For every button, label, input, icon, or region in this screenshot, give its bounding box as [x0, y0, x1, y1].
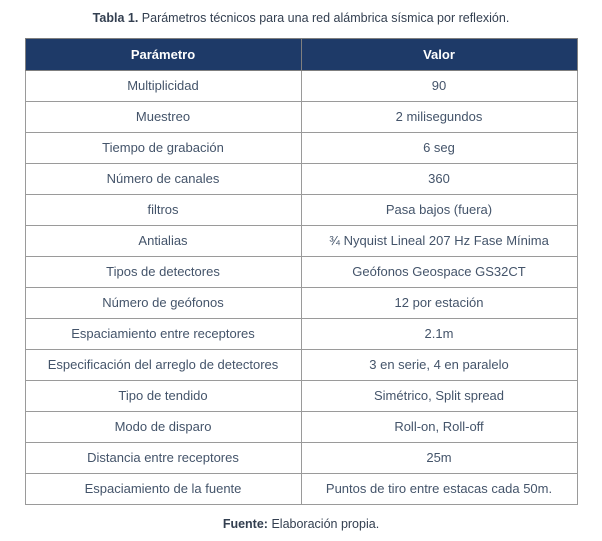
table-row: Antialias ¾ Nyquist Lineal 207 Hz Fase M…	[24, 225, 578, 257]
table-row: Muestreo 2 milisegundos	[24, 101, 578, 133]
param-cell: Especificación del arreglo de detectores	[24, 349, 302, 381]
table-caption-text: Parámetros técnicos para una red alámbri…	[141, 11, 510, 25]
param-cell: Espaciamiento entre receptores	[24, 318, 302, 350]
param-cell: Número de canales	[24, 163, 302, 195]
source-label: Fuente:	[222, 517, 268, 531]
table-row: Tipos de detectores Geófonos Geospace GS…	[24, 256, 578, 288]
value-cell: Roll-on, Roll-off	[300, 411, 578, 443]
column-header-valor: Valor	[300, 38, 578, 71]
table-row: Número de geófonos 12 por estación	[24, 287, 578, 319]
param-cell: Modo de disparo	[24, 411, 302, 443]
value-cell: 360	[300, 163, 578, 195]
table-row: Modo de disparo Roll-on, Roll-off	[24, 411, 578, 443]
parameters-table: Parámetro Valor Multiplicidad 90 Muestre…	[24, 38, 578, 505]
source-note: Fuente: Elaboración propia.	[0, 516, 602, 532]
header-row: Parámetro Valor	[24, 38, 578, 71]
value-cell: 3 en serie, 4 en paralelo	[300, 349, 578, 381]
param-cell: Muestreo	[24, 101, 302, 133]
table-caption-label: Tabla 1.	[92, 11, 139, 25]
source-text: Elaboración propia.	[271, 517, 380, 531]
param-cell: filtros	[24, 194, 302, 226]
column-header-parametro: Parámetro	[24, 38, 302, 71]
table-caption: Tabla 1. Parámetros técnicos para una re…	[0, 10, 602, 26]
value-cell: 6 seg	[300, 132, 578, 164]
table-row: Multiplicidad 90	[24, 70, 578, 102]
value-cell: 12 por estación	[300, 287, 578, 319]
table-row: Distancia entre receptores 25m	[24, 442, 578, 474]
table-row: Tipo de tendido Simétrico, Split spread	[24, 380, 578, 412]
param-cell: Tipo de tendido	[24, 380, 302, 412]
table-row: Espaciamiento entre receptores 2.1m	[24, 318, 578, 350]
value-cell: 90	[300, 70, 578, 102]
value-cell: Geófonos Geospace GS32CT	[300, 256, 578, 288]
table-row: Especificación del arreglo de detectores…	[24, 349, 578, 381]
value-cell: Pasa bajos (fuera)	[300, 194, 578, 226]
value-cell: Puntos de tiro entre estacas cada 50m.	[300, 473, 578, 505]
value-cell: 2 milisegundos	[300, 101, 578, 133]
value-cell: Simétrico, Split spread	[300, 380, 578, 412]
table-row: Número de canales 360	[24, 163, 578, 195]
param-cell: Distancia entre receptores	[24, 442, 302, 474]
value-cell: 2.1m	[300, 318, 578, 350]
table-row: Tiempo de grabación 6 seg	[24, 132, 578, 164]
value-cell: ¾ Nyquist Lineal 207 Hz Fase Mínima	[300, 225, 578, 257]
table-row: Espaciamiento de la fuente Puntos de tir…	[24, 473, 578, 505]
param-cell: Multiplicidad	[24, 70, 302, 102]
param-cell: Tiempo de grabación	[24, 132, 302, 164]
param-cell: Tipos de detectores	[24, 256, 302, 288]
param-cell: Antialias	[24, 225, 302, 257]
table-row: filtros Pasa bajos (fuera)	[24, 194, 578, 226]
param-cell: Espaciamiento de la fuente	[24, 473, 302, 505]
param-cell: Número de geófonos	[24, 287, 302, 319]
value-cell: 25m	[300, 442, 578, 474]
